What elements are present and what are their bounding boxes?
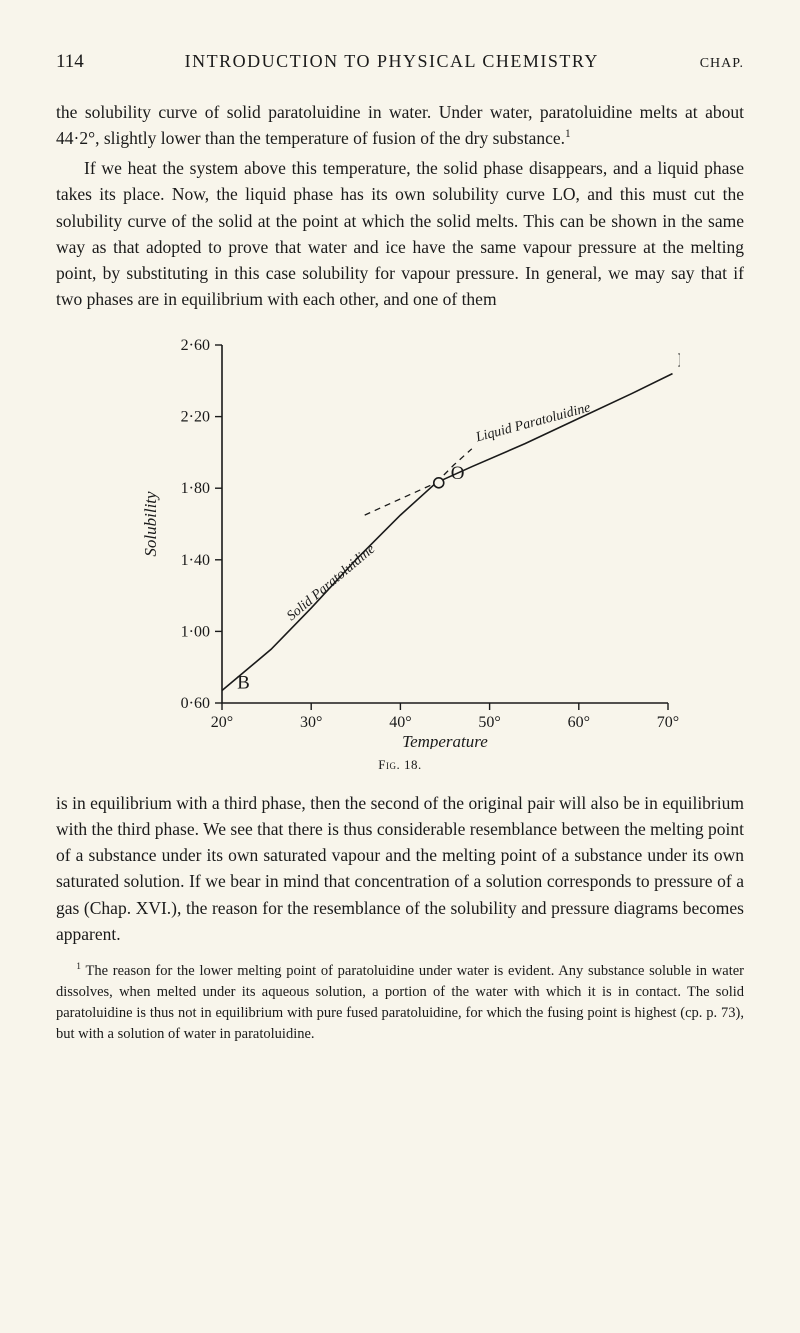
svg-text:30°: 30°: [300, 714, 322, 731]
footnote-ref-1: 1: [565, 128, 571, 140]
fig-caption-text: Fig. 18.: [378, 757, 421, 772]
svg-text:L: L: [678, 349, 680, 371]
svg-text:20°: 20°: [211, 714, 233, 731]
svg-text:Solid Paratoluidine: Solid Paratoluidine: [284, 541, 378, 623]
svg-text:1·00: 1·00: [181, 623, 210, 640]
svg-text:40°: 40°: [389, 714, 411, 731]
svg-text:70°: 70°: [657, 714, 679, 731]
svg-text:B: B: [237, 672, 250, 693]
footnote-1: 1 The reason for the lower melting point…: [56, 961, 744, 1045]
page-header: 114 INTRODUCTION TO PHYSICAL CHEMISTRY C…: [56, 48, 744, 77]
svg-text:2·60: 2·60: [181, 337, 210, 354]
page-number: 114: [56, 48, 84, 77]
paragraph-2: If we heat the system above this tempera…: [56, 155, 744, 313]
running-title: INTRODUCTION TO PHYSICAL CHEMISTRY: [185, 48, 599, 75]
svg-text:2·20: 2·20: [181, 408, 210, 425]
paragraph-3: is in equilibrium with a third phase, th…: [56, 790, 744, 948]
solubility-chart: 0·60 1·00 1·40 1·80 2·20 2·60 20° 30° 40° 50° 60° 7…: [120, 329, 680, 749]
chapter-label: CHAP.: [700, 53, 744, 74]
chart-svg: 0·60 1·00 1·40 1·80 2·20 2·60 20° 30° 40° 50° 60° 7…: [120, 329, 680, 749]
svg-text:Temperature: Temperature: [402, 732, 488, 749]
svg-text:O: O: [451, 462, 465, 483]
paragraph-1: the solubility curve of solid paratoluid…: [56, 99, 744, 152]
svg-text:50°: 50°: [478, 714, 500, 731]
svg-text:0·60: 0·60: [181, 695, 210, 712]
svg-text:60°: 60°: [568, 714, 590, 731]
svg-text:Liquid Paratoluidine: Liquid Paratoluidine: [473, 400, 592, 445]
para1-text: the solubility curve of solid paratoluid…: [56, 102, 744, 148]
footnote-text: The reason for the lower melting point o…: [56, 963, 744, 1042]
footnote-marker: 1: [76, 962, 81, 972]
svg-text:1·40: 1·40: [181, 551, 210, 568]
svg-text:1·80: 1·80: [181, 480, 210, 497]
figure-caption: Fig. 18.: [56, 755, 744, 776]
svg-text:Solubility: Solubility: [141, 490, 160, 556]
